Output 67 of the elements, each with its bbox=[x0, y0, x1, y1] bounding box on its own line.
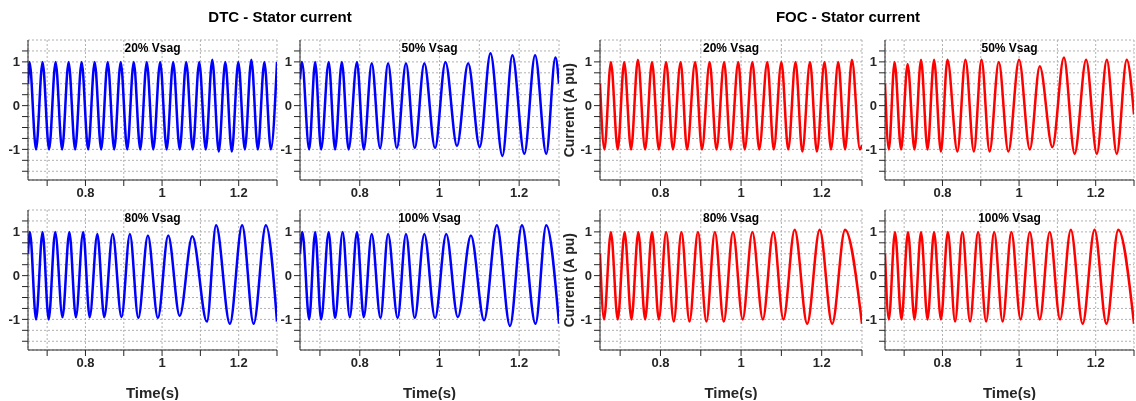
chart-subtitle: 50% Vsag bbox=[980, 41, 1039, 55]
x-tick-label: 1.2 bbox=[812, 355, 831, 371]
line-series bbox=[885, 228, 1134, 325]
x-tick-label: 1.2 bbox=[1086, 185, 1105, 201]
x-tick-label: 1 bbox=[435, 355, 444, 371]
x-tick-label: 1.2 bbox=[229, 355, 248, 371]
y-tick-label: -1 bbox=[865, 141, 877, 157]
y-tick-label: 1 bbox=[869, 54, 877, 70]
x-tick-label: 1 bbox=[158, 355, 166, 371]
chart-subtitle: 100% Vsag bbox=[977, 211, 1042, 225]
x-tick-label: 1 bbox=[435, 185, 444, 201]
chart-subtitle: 20% Vsag bbox=[123, 41, 182, 55]
y-tick-label: 0 bbox=[584, 268, 592, 284]
x-tick-label: 1 bbox=[737, 185, 745, 201]
y-tick-label: 0 bbox=[869, 98, 877, 114]
y-tick-label: -1 bbox=[8, 141, 20, 157]
line-series bbox=[600, 58, 862, 153]
x-tick-label: 1.2 bbox=[510, 185, 529, 201]
x-tick-label: 1 bbox=[737, 355, 745, 371]
y-tick-label: 0 bbox=[12, 98, 20, 114]
y-tick-label: 1 bbox=[284, 54, 292, 70]
y-tick-label: -1 bbox=[280, 141, 292, 157]
y-tick-label: 1 bbox=[869, 224, 877, 240]
line-series bbox=[28, 58, 277, 153]
chart-subtitle: 100% Vsag bbox=[397, 211, 462, 225]
y-tick-label: -1 bbox=[580, 311, 592, 327]
y-tick-label: -1 bbox=[865, 311, 877, 327]
y-axis-title: Current (A pu) bbox=[561, 232, 577, 328]
x-tick-label: 1.2 bbox=[812, 185, 831, 201]
x-tick-label: 1.2 bbox=[1086, 355, 1105, 371]
x-tick-label: 1 bbox=[158, 185, 166, 201]
x-tick-label: 0.8 bbox=[76, 355, 95, 371]
chart-subtitle: 80% Vsag bbox=[701, 211, 760, 225]
x-tick-label: 1.2 bbox=[510, 355, 529, 371]
chart-subtitle: 20% Vsag bbox=[701, 41, 760, 55]
line-series bbox=[28, 224, 277, 325]
chart-title: FOC - Stator current bbox=[774, 8, 922, 25]
x-tick-label: 1.2 bbox=[229, 185, 248, 201]
line-series bbox=[885, 56, 1134, 155]
y-tick-label: 1 bbox=[584, 224, 592, 240]
y-tick-label: -1 bbox=[8, 311, 20, 327]
x-tick-label: 1 bbox=[1015, 355, 1023, 371]
y-tick-label: 0 bbox=[584, 98, 592, 114]
y-tick-label: 1 bbox=[284, 224, 292, 240]
y-tick-label: 1 bbox=[12, 224, 20, 240]
y-tick-label: 0 bbox=[12, 268, 20, 284]
x-tick-label: 0.8 bbox=[350, 355, 369, 371]
x-tick-label: 0.8 bbox=[76, 185, 95, 201]
y-tick-label: 1 bbox=[584, 54, 592, 70]
line-series bbox=[600, 228, 862, 325]
chart-subtitle: 50% Vsag bbox=[400, 41, 459, 55]
x-tick-label: 0.8 bbox=[933, 355, 952, 371]
x-tick-label: 0.8 bbox=[651, 185, 670, 201]
y-tick-label: 1 bbox=[12, 54, 20, 70]
y-axis-title: Current (A pu) bbox=[561, 62, 577, 158]
chart-title: DTC - Stator current bbox=[207, 8, 353, 25]
y-tick-label: 0 bbox=[869, 268, 877, 284]
y-tick-label: 0 bbox=[284, 268, 292, 284]
x-tick-label: 1 bbox=[1015, 185, 1023, 201]
line-series bbox=[300, 224, 559, 328]
y-tick-label: 0 bbox=[284, 98, 292, 114]
chart-subtitle: 80% Vsag bbox=[123, 211, 182, 225]
y-tick-label: -1 bbox=[580, 141, 592, 157]
x-tick-label: 0.8 bbox=[350, 185, 369, 201]
y-tick-label: -1 bbox=[280, 311, 292, 327]
x-tick-label: 0.8 bbox=[651, 355, 670, 371]
x-tick-label: 0.8 bbox=[933, 185, 952, 201]
